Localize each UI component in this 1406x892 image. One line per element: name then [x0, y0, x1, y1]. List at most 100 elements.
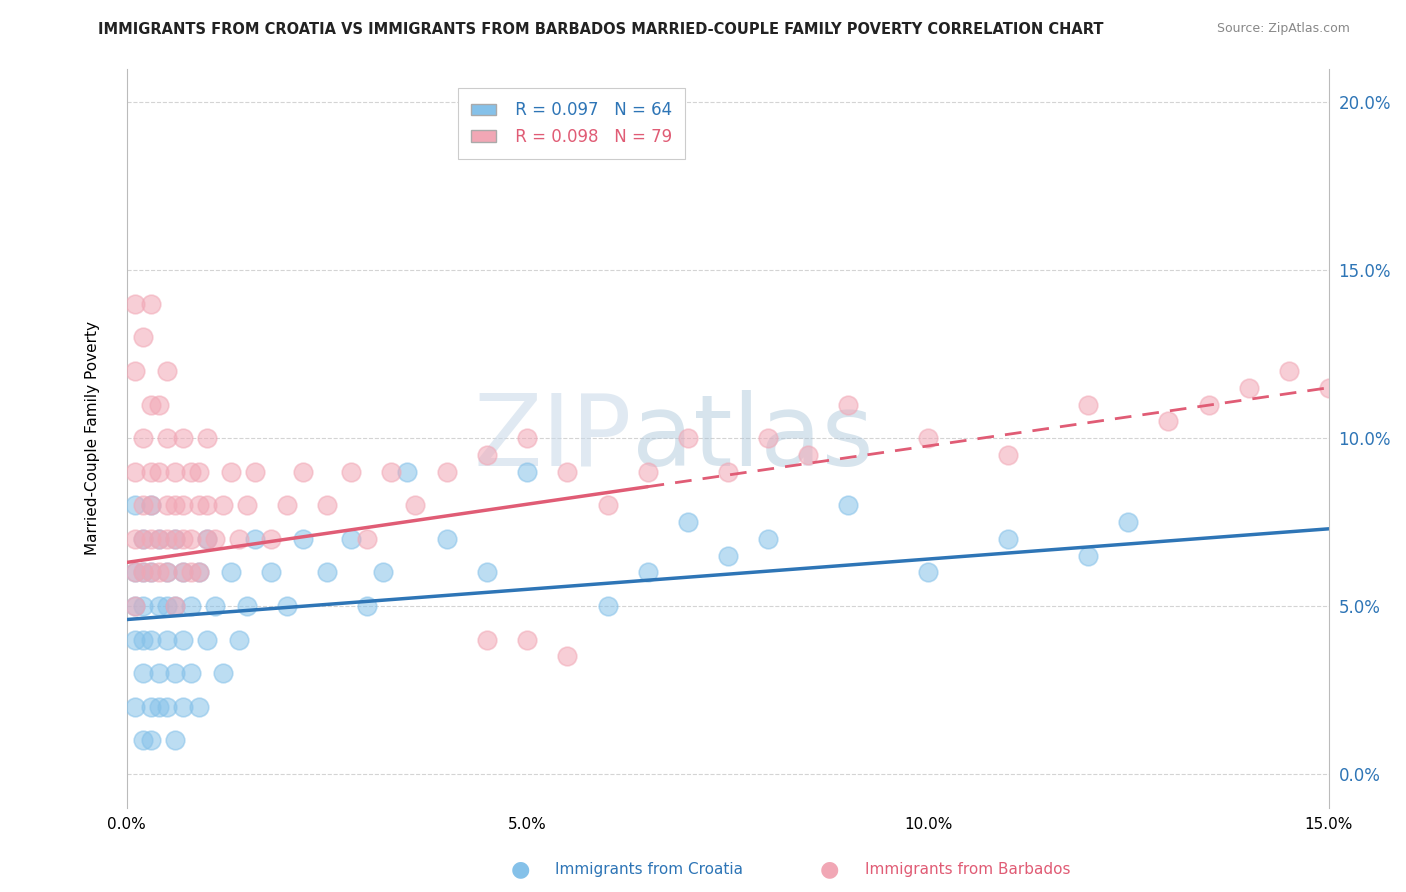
- Point: [139, 498, 162, 512]
- Point: [219, 465, 242, 479]
- Point: [228, 532, 250, 546]
- Point: [477, 632, 499, 647]
- Point: [516, 465, 538, 479]
- Point: [717, 465, 740, 479]
- Text: Immigrants from Croatia: Immigrants from Croatia: [555, 863, 744, 877]
- Point: [132, 431, 155, 445]
- Point: [676, 515, 699, 529]
- Text: Source: ZipAtlas.com: Source: ZipAtlas.com: [1216, 22, 1350, 36]
- Point: [316, 566, 339, 580]
- Point: [124, 465, 146, 479]
- Point: [676, 431, 699, 445]
- Point: [557, 465, 579, 479]
- Point: [139, 296, 162, 310]
- Point: [139, 397, 162, 411]
- Point: [132, 632, 155, 647]
- Point: [380, 465, 402, 479]
- Point: [180, 599, 202, 613]
- Legend:  R = 0.097   N = 64,  R = 0.098   N = 79: R = 0.097 N = 64, R = 0.098 N = 79: [458, 88, 685, 159]
- Point: [139, 566, 162, 580]
- Point: [228, 632, 250, 647]
- Point: [156, 431, 179, 445]
- Point: [756, 532, 779, 546]
- Point: [163, 599, 186, 613]
- Point: [172, 431, 194, 445]
- Point: [156, 498, 179, 512]
- Point: [316, 498, 339, 512]
- Point: [139, 733, 162, 747]
- Point: [396, 465, 419, 479]
- Point: [997, 532, 1019, 546]
- Point: [124, 532, 146, 546]
- Point: [1077, 397, 1099, 411]
- Point: [124, 296, 146, 310]
- Point: [516, 632, 538, 647]
- Point: [187, 465, 209, 479]
- Point: [292, 532, 315, 546]
- Point: [156, 599, 179, 613]
- Point: [596, 498, 619, 512]
- Point: [195, 431, 218, 445]
- Point: [132, 498, 155, 512]
- Point: [139, 566, 162, 580]
- Point: [195, 532, 218, 546]
- Point: [148, 397, 170, 411]
- Point: [340, 465, 363, 479]
- Point: [132, 733, 155, 747]
- Point: [195, 532, 218, 546]
- Point: [156, 364, 179, 378]
- Point: [148, 532, 170, 546]
- Point: [163, 733, 186, 747]
- Point: [260, 566, 283, 580]
- Point: [1077, 549, 1099, 563]
- Point: [124, 364, 146, 378]
- Point: [371, 566, 394, 580]
- Point: [148, 532, 170, 546]
- Point: [404, 498, 426, 512]
- Point: [180, 666, 202, 681]
- Point: [132, 666, 155, 681]
- Text: atlas: atlas: [631, 390, 873, 487]
- Point: [557, 649, 579, 664]
- Point: [148, 599, 170, 613]
- Point: [236, 599, 259, 613]
- Point: [236, 498, 259, 512]
- Point: [477, 566, 499, 580]
- Point: [356, 532, 378, 546]
- Point: [204, 599, 226, 613]
- Point: [139, 532, 162, 546]
- Point: [516, 431, 538, 445]
- Point: [637, 465, 659, 479]
- Point: [276, 599, 298, 613]
- Point: [717, 549, 740, 563]
- Point: [163, 465, 186, 479]
- Point: [148, 666, 170, 681]
- Point: [148, 699, 170, 714]
- Point: [124, 599, 146, 613]
- Point: [1237, 381, 1260, 395]
- Point: [187, 699, 209, 714]
- Point: [172, 566, 194, 580]
- Point: [1317, 381, 1340, 395]
- Point: [156, 532, 179, 546]
- Point: [156, 699, 179, 714]
- Point: [212, 498, 235, 512]
- Point: [139, 699, 162, 714]
- Point: [187, 498, 209, 512]
- Point: [637, 566, 659, 580]
- Point: [148, 465, 170, 479]
- Point: [797, 448, 820, 462]
- Point: [124, 498, 146, 512]
- Point: [243, 465, 266, 479]
- Point: [132, 532, 155, 546]
- Point: [340, 532, 363, 546]
- Point: [436, 465, 458, 479]
- Point: [132, 599, 155, 613]
- Point: [260, 532, 283, 546]
- Point: [124, 699, 146, 714]
- Text: ●: ●: [820, 860, 839, 880]
- Point: [276, 498, 298, 512]
- Point: [132, 566, 155, 580]
- Point: [180, 532, 202, 546]
- Text: Immigrants from Barbados: Immigrants from Barbados: [865, 863, 1070, 877]
